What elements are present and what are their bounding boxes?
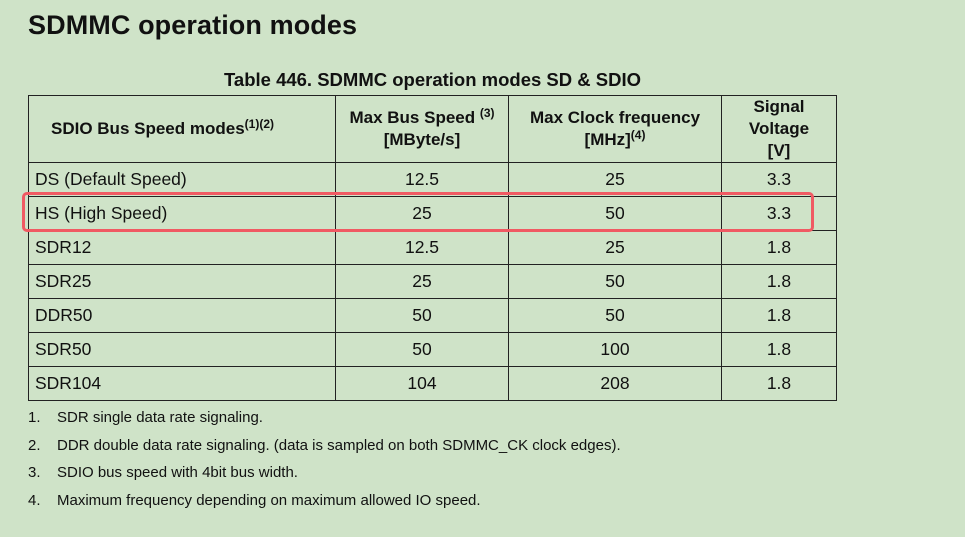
table-caption: Table 446. SDMMC operation modes SD & SD… (223, 69, 641, 90)
footnotes: 1. SDR single data rate signaling. 2. DD… (28, 404, 621, 514)
cell-mode: SDR25 (28, 264, 336, 299)
cell-mode: SDR50 (28, 332, 336, 367)
cell-clock-frequency: 100 (508, 332, 722, 367)
header-max-clock-frequency: Max Clock frequency [MHz](4) (508, 95, 722, 163)
table-row: DS (Default Speed) 12.5 25 3.3 (28, 162, 837, 197)
header-signal-voltage: Signal Voltage [V] (721, 95, 837, 163)
footnote-text: DDR double data rate signaling. (data is… (57, 436, 621, 454)
header-text: Max Clock frequency (529, 108, 701, 127)
footnote: 3. SDIO bus speed with 4bit bus width. (28, 459, 621, 487)
cell-bus-speed: 50 (335, 332, 509, 367)
footnote-ref: (3) (479, 106, 495, 120)
cell-voltage: 1.8 (721, 366, 837, 401)
cell-mode: HS (High Speed) (28, 196, 336, 231)
cell-voltage: 1.8 (721, 298, 837, 333)
header-text: SDIO Bus Speed modes (51, 119, 245, 138)
header-unit: [V] (767, 141, 791, 160)
footnote-number: 4. (28, 491, 41, 509)
header-unit: [MHz] (584, 130, 631, 149)
footnote-ref: (1)(2) (244, 117, 275, 131)
footnote-number: 3. (28, 464, 41, 482)
table-row: HS (High Speed) 25 50 3.3 (28, 196, 837, 231)
cell-clock-frequency: 50 (508, 298, 722, 333)
header-max-bus-speed: Max Bus Speed (3) [MByte/s] (335, 95, 509, 163)
footnote-text: SDIO bus speed with 4bit bus width. (57, 464, 298, 482)
page-title: SDMMC operation modes (28, 10, 358, 40)
operation-modes-table: SDIO Bus Speed modes(1)(2) Max Bus Speed… (28, 95, 837, 401)
cell-bus-speed: 50 (335, 298, 509, 333)
cell-bus-speed: 104 (335, 366, 509, 401)
cell-mode: SDR104 (28, 366, 336, 401)
cell-clock-frequency: 208 (508, 366, 722, 401)
footnote: 1. SDR single data rate signaling. (28, 404, 621, 432)
footnote: 4. Maximum frequency depending on maximu… (28, 487, 621, 515)
cell-clock-frequency: 25 (508, 230, 722, 265)
cell-mode: DS (Default Speed) (28, 162, 336, 197)
cell-voltage: 3.3 (721, 196, 837, 231)
table-header-row: SDIO Bus Speed modes(1)(2) Max Bus Speed… (28, 95, 837, 163)
table-row: DDR50 50 50 1.8 (28, 298, 837, 333)
cell-bus-speed: 25 (335, 264, 509, 299)
cell-voltage: 1.8 (721, 230, 837, 265)
footnote: 2. DDR double data rate signaling. (data… (28, 432, 621, 460)
table-row: SDR25 25 50 1.8 (28, 264, 837, 299)
cell-clock-frequency: 50 (508, 196, 722, 231)
cell-mode: DDR50 (28, 298, 336, 333)
cell-mode: SDR12 (28, 230, 336, 265)
table-row: SDR104 104 208 1.8 (28, 366, 837, 401)
cell-voltage: 1.8 (721, 264, 837, 299)
table-row: SDR12 12.5 25 1.8 (28, 230, 837, 265)
footnote-text: Maximum frequency depending on maximum a… (57, 491, 481, 509)
cell-bus-speed: 12.5 (335, 230, 509, 265)
header-text: Signal Voltage (748, 97, 810, 138)
table-row: SDR50 50 100 1.8 (28, 332, 837, 367)
header-text: Max Bus Speed (349, 108, 476, 127)
footnote-number: 2. (28, 436, 41, 454)
footnote-ref: (4) (630, 128, 646, 142)
header-bus-speed-mode: SDIO Bus Speed modes(1)(2) (28, 95, 336, 163)
cell-voltage: 1.8 (721, 332, 837, 367)
cell-bus-speed: 12.5 (335, 162, 509, 197)
cell-clock-frequency: 25 (508, 162, 722, 197)
cell-bus-speed: 25 (335, 196, 509, 231)
footnote-text: SDR single data rate signaling. (57, 409, 263, 427)
footnote-number: 1. (28, 409, 41, 427)
cell-clock-frequency: 50 (508, 264, 722, 299)
cell-voltage: 3.3 (721, 162, 837, 197)
header-unit: [MByte/s] (383, 130, 461, 149)
